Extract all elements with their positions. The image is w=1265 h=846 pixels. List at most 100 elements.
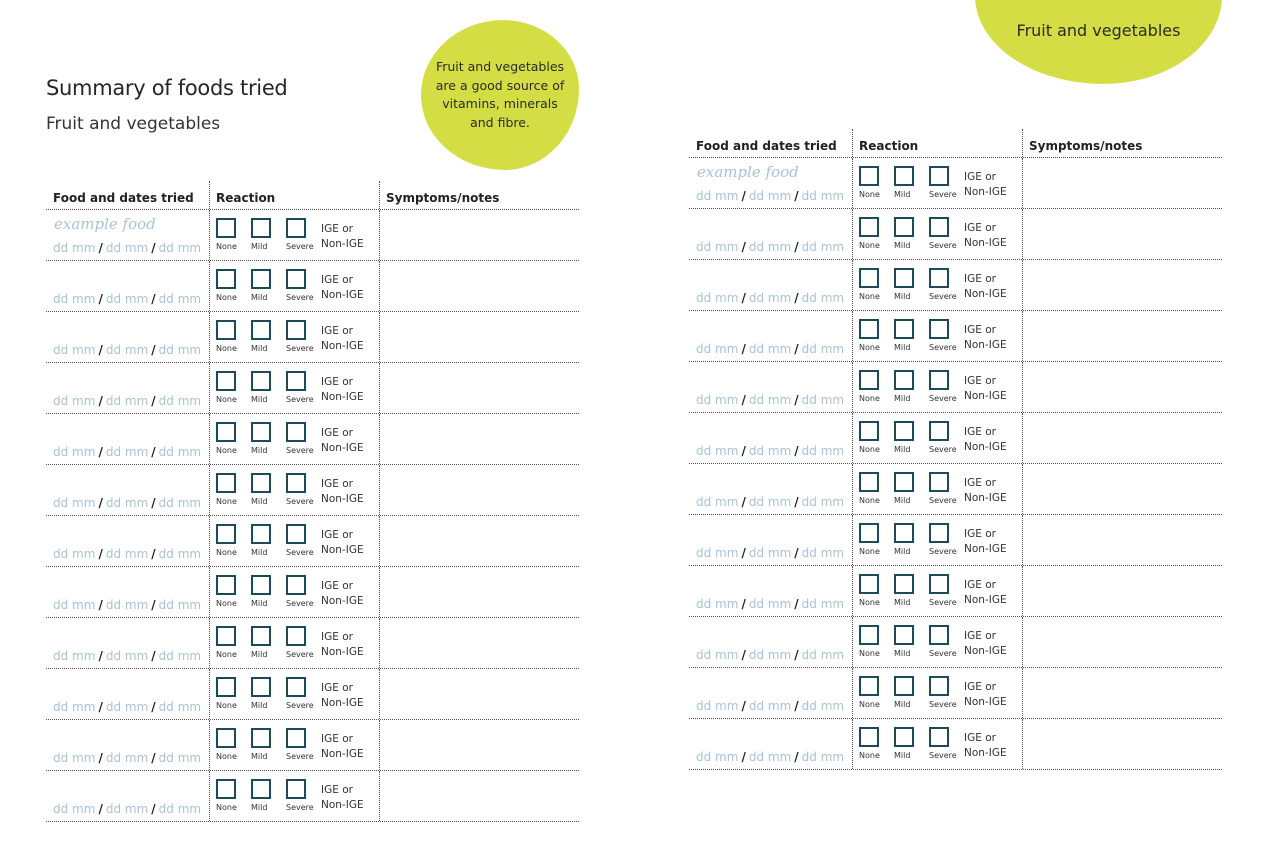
reaction-none-checkbox[interactable] <box>216 728 236 748</box>
dates-field[interactable]: dd mm / dd mm / dd mm <box>53 394 201 408</box>
reaction-mild-checkbox[interactable] <box>894 727 914 747</box>
notes-cell[interactable] <box>1023 464 1222 514</box>
reaction-severe-checkbox[interactable] <box>286 473 306 493</box>
notes-cell[interactable] <box>380 669 579 719</box>
dates-field[interactable]: dd mm / dd mm / dd mm <box>696 495 844 509</box>
reaction-severe-checkbox[interactable] <box>929 472 949 492</box>
notes-cell[interactable] <box>1023 311 1222 361</box>
dates-field[interactable]: dd mm / dd mm / dd mm <box>53 649 201 663</box>
reaction-none-checkbox[interactable] <box>216 269 236 289</box>
reaction-mild-checkbox[interactable] <box>251 779 271 799</box>
food-cell[interactable]: dd mm / dd mm / dd mm <box>46 414 210 464</box>
dates-field[interactable]: dd mm / dd mm / dd mm <box>696 699 844 713</box>
food-cell[interactable]: dd mm / dd mm / dd mm <box>689 617 853 667</box>
reaction-severe-checkbox[interactable] <box>286 779 306 799</box>
reaction-none-checkbox[interactable] <box>216 779 236 799</box>
reaction-severe-checkbox[interactable] <box>929 574 949 594</box>
reaction-severe-checkbox[interactable] <box>929 370 949 390</box>
food-cell[interactable]: dd mm / dd mm / dd mm <box>689 515 853 565</box>
notes-cell[interactable] <box>1023 515 1222 565</box>
reaction-none-checkbox[interactable] <box>859 676 879 696</box>
dates-field[interactable]: dd mm / dd mm / dd mm <box>696 342 844 356</box>
reaction-none-checkbox[interactable] <box>859 574 879 594</box>
dates-field[interactable]: dd mm / dd mm / dd mm <box>53 547 201 561</box>
notes-cell[interactable] <box>380 210 579 260</box>
reaction-mild-checkbox[interactable] <box>894 370 914 390</box>
notes-cell[interactable] <box>380 618 579 668</box>
food-cell[interactable]: dd mm / dd mm / dd mm <box>46 771 210 821</box>
reaction-severe-checkbox[interactable] <box>929 727 949 747</box>
food-cell[interactable]: dd mm / dd mm / dd mm <box>46 312 210 362</box>
reaction-severe-checkbox[interactable] <box>286 677 306 697</box>
reaction-none-checkbox[interactable] <box>216 473 236 493</box>
reaction-severe-checkbox[interactable] <box>929 319 949 339</box>
reaction-mild-checkbox[interactable] <box>251 422 271 442</box>
reaction-severe-checkbox[interactable] <box>286 728 306 748</box>
reaction-none-checkbox[interactable] <box>859 217 879 237</box>
food-cell[interactable]: dd mm / dd mm / dd mm <box>689 719 853 769</box>
dates-field[interactable]: dd mm / dd mm / dd mm <box>53 802 201 816</box>
reaction-mild-checkbox[interactable] <box>894 523 914 543</box>
notes-cell[interactable] <box>1023 158 1222 208</box>
reaction-severe-checkbox[interactable] <box>286 575 306 595</box>
dates-field[interactable]: dd mm / dd mm / dd mm <box>53 445 201 459</box>
reaction-mild-checkbox[interactable] <box>251 575 271 595</box>
reaction-none-checkbox[interactable] <box>859 370 879 390</box>
dates-field[interactable]: dd mm / dd mm / dd mm <box>53 343 201 357</box>
reaction-none-checkbox[interactable] <box>216 626 236 646</box>
reaction-severe-checkbox[interactable] <box>929 421 949 441</box>
dates-field[interactable]: dd mm / dd mm / dd mm <box>696 750 844 764</box>
reaction-none-checkbox[interactable] <box>216 320 236 340</box>
reaction-mild-checkbox[interactable] <box>894 676 914 696</box>
reaction-mild-checkbox[interactable] <box>894 166 914 186</box>
reaction-severe-checkbox[interactable] <box>929 268 949 288</box>
reaction-mild-checkbox[interactable] <box>894 319 914 339</box>
notes-cell[interactable] <box>380 414 579 464</box>
dates-field[interactable]: dd mm / dd mm / dd mm <box>53 700 201 714</box>
food-cell[interactable]: dd mm / dd mm / dd mm <box>46 720 210 770</box>
notes-cell[interactable] <box>1023 668 1222 718</box>
notes-cell[interactable] <box>380 261 579 311</box>
reaction-mild-checkbox[interactable] <box>894 217 914 237</box>
reaction-none-checkbox[interactable] <box>859 268 879 288</box>
notes-cell[interactable] <box>1023 617 1222 667</box>
food-cell[interactable]: dd mm / dd mm / dd mm <box>46 261 210 311</box>
food-cell[interactable]: dd mm / dd mm / dd mm <box>689 311 853 361</box>
reaction-severe-checkbox[interactable] <box>286 524 306 544</box>
reaction-none-checkbox[interactable] <box>859 472 879 492</box>
reaction-severe-checkbox[interactable] <box>286 218 306 238</box>
reaction-mild-checkbox[interactable] <box>251 371 271 391</box>
food-cell[interactable]: dd mm / dd mm / dd mm <box>689 413 853 463</box>
notes-cell[interactable] <box>1023 413 1222 463</box>
food-cell[interactable]: dd mm / dd mm / dd mm <box>46 618 210 668</box>
dates-field[interactable]: dd mm / dd mm / dd mm <box>696 291 844 305</box>
dates-field[interactable]: dd mm / dd mm / dd mm <box>696 444 844 458</box>
food-cell[interactable]: dd mm / dd mm / dd mm <box>46 465 210 515</box>
dates-field[interactable]: dd mm / dd mm / dd mm <box>53 496 201 510</box>
reaction-none-checkbox[interactable] <box>216 524 236 544</box>
food-cell[interactable]: dd mm / dd mm / dd mm <box>689 668 853 718</box>
reaction-severe-checkbox[interactable] <box>929 625 949 645</box>
reaction-severe-checkbox[interactable] <box>929 166 949 186</box>
notes-cell[interactable] <box>380 516 579 566</box>
reaction-severe-checkbox[interactable] <box>929 217 949 237</box>
dates-field[interactable]: dd mm / dd mm / dd mm <box>53 292 201 306</box>
food-cell[interactable]: dd mm / dd mm / dd mm <box>46 669 210 719</box>
reaction-severe-checkbox[interactable] <box>286 269 306 289</box>
reaction-none-checkbox[interactable] <box>216 677 236 697</box>
notes-cell[interactable] <box>380 567 579 617</box>
reaction-none-checkbox[interactable] <box>859 727 879 747</box>
reaction-severe-checkbox[interactable] <box>286 422 306 442</box>
dates-field[interactable]: dd mm / dd mm / dd mm <box>696 240 844 254</box>
reaction-none-checkbox[interactable] <box>216 371 236 391</box>
reaction-severe-checkbox[interactable] <box>286 626 306 646</box>
notes-cell[interactable] <box>1023 719 1222 769</box>
notes-cell[interactable] <box>1023 260 1222 310</box>
notes-cell[interactable] <box>380 363 579 413</box>
reaction-mild-checkbox[interactable] <box>894 268 914 288</box>
reaction-none-checkbox[interactable] <box>859 319 879 339</box>
reaction-mild-checkbox[interactable] <box>251 524 271 544</box>
notes-cell[interactable] <box>380 771 579 821</box>
notes-cell[interactable] <box>1023 362 1222 412</box>
reaction-none-checkbox[interactable] <box>859 523 879 543</box>
